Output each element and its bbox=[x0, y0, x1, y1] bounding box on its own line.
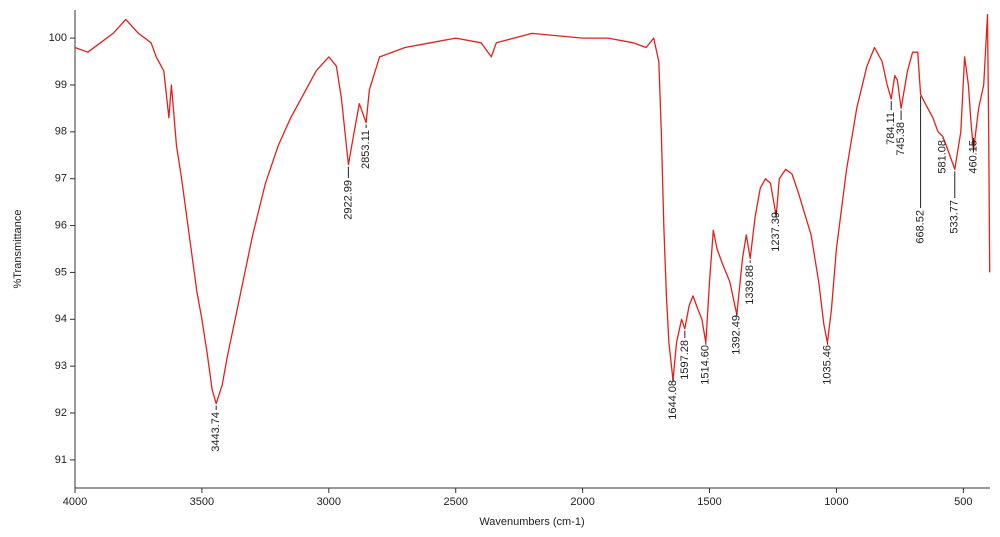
x-axis-label: Wavenumbers (cm-1) bbox=[479, 516, 584, 528]
peak-label: 3443.74 bbox=[210, 412, 222, 452]
peak-label: 1339.88 bbox=[744, 265, 756, 305]
y-tick-label: 96 bbox=[55, 219, 67, 231]
peak-label: 1514.60 bbox=[700, 345, 712, 385]
peak-label: 2853.11 bbox=[360, 130, 372, 169]
peak-label: 745.38 bbox=[895, 122, 907, 156]
x-tick-label: 4000 bbox=[63, 496, 87, 508]
peak-label: 581.08 bbox=[937, 140, 949, 174]
x-tick-label: 2500 bbox=[443, 496, 467, 508]
y-tick-label: 92 bbox=[55, 407, 67, 419]
y-tick-label: 99 bbox=[55, 79, 67, 91]
x-tick-label: 2000 bbox=[570, 496, 594, 508]
x-tick-label: 500 bbox=[954, 496, 972, 508]
spectrum-line bbox=[74, 14, 991, 405]
peak-label: 1035.46 bbox=[821, 345, 833, 385]
peak-label: 460.15 bbox=[967, 140, 979, 174]
peak-label: 533.77 bbox=[949, 200, 961, 234]
peak-label: 784.11 bbox=[885, 112, 897, 145]
x-tick-label: 3500 bbox=[190, 496, 214, 508]
y-tick-label: 100 bbox=[49, 32, 67, 44]
y-tick-label: 97 bbox=[55, 173, 67, 185]
peak-label: 2922.99 bbox=[342, 180, 354, 220]
y-tick-label: 95 bbox=[55, 266, 67, 278]
peak-label: 1597.28 bbox=[679, 340, 691, 380]
y-tick-label: 91 bbox=[55, 454, 67, 466]
peak-label: 1392.49 bbox=[731, 315, 743, 355]
y-tick-label: 93 bbox=[55, 360, 67, 372]
x-tick-label: 3000 bbox=[317, 496, 341, 508]
y-tick-label: 94 bbox=[55, 313, 67, 325]
peak-label: 1644.08 bbox=[667, 380, 679, 420]
y-axis-label: %Transmittance bbox=[12, 209, 24, 288]
y-tick-label: 98 bbox=[55, 126, 67, 138]
peak-label: 668.52 bbox=[914, 210, 926, 244]
peak-label: 1237.39 bbox=[770, 212, 782, 252]
x-tick-label: 1000 bbox=[824, 496, 848, 508]
x-tick-label: 1500 bbox=[697, 496, 721, 508]
